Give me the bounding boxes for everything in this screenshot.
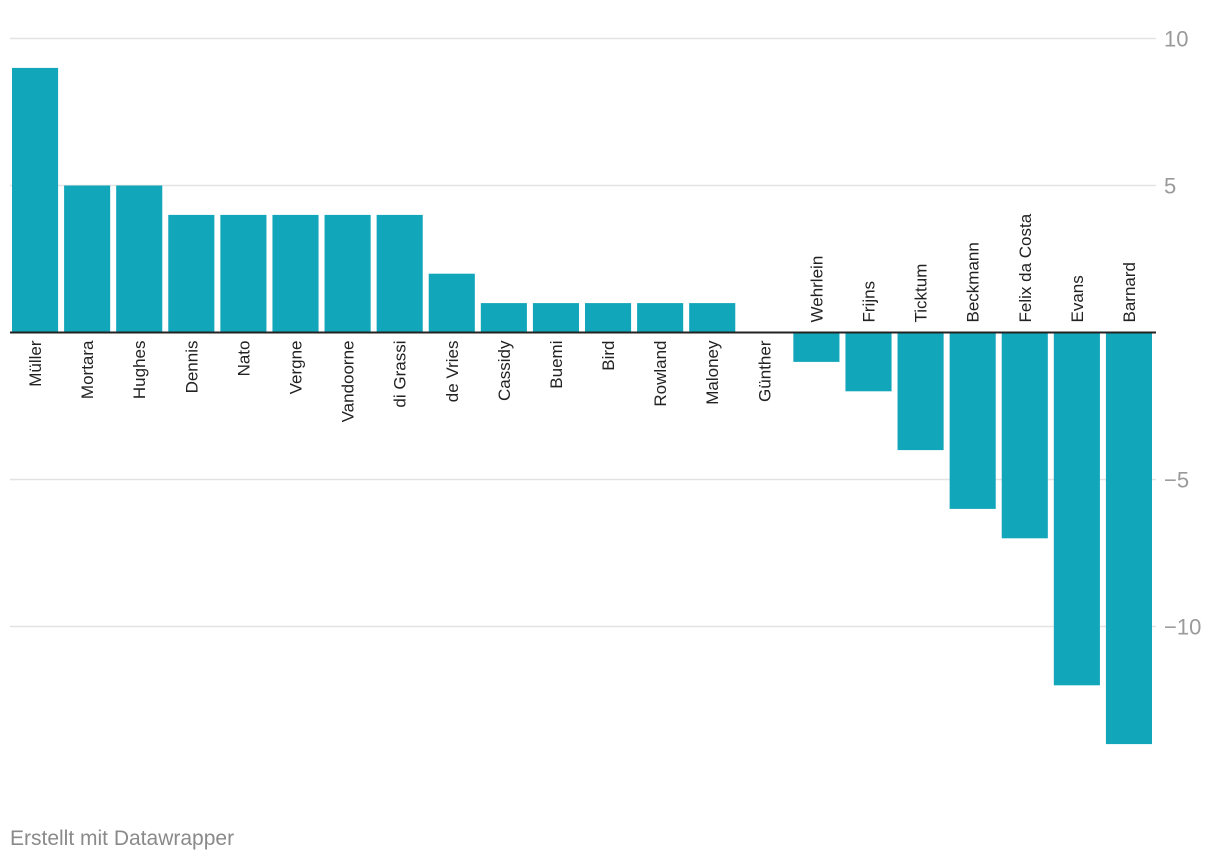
- bar: [845, 332, 892, 392]
- category-label: Dennis: [182, 341, 201, 394]
- bar: [12, 67, 59, 333]
- y-axis-ticks: 10 5 −5 −10: [1164, 27, 1201, 640]
- bars: [12, 67, 1152, 745]
- bar: [1001, 332, 1048, 539]
- category-label: de Vries: [443, 341, 462, 403]
- bar: [949, 332, 996, 509]
- bar: [168, 214, 215, 333]
- category-label: Felix da Costa: [1016, 213, 1035, 322]
- bar: [585, 303, 632, 333]
- bar: [428, 273, 475, 333]
- category-label: Beckmann: [964, 242, 983, 322]
- category-label: Barnard: [1120, 262, 1139, 322]
- y-tick-label: 10: [1164, 27, 1188, 52]
- category-label: Mortara: [78, 340, 97, 399]
- category-label: di Grassi: [391, 341, 410, 408]
- bar: [376, 214, 423, 333]
- category-label: Buemi: [547, 341, 566, 389]
- y-tick-label: 5: [1164, 174, 1176, 199]
- category-label: Ticktum: [912, 264, 931, 323]
- category-label: Vergne: [287, 341, 306, 395]
- category-label: Vandoorne: [339, 341, 358, 423]
- bar: [116, 185, 163, 333]
- category-label: Hughes: [130, 341, 149, 400]
- bar-chart: 10 5 −5 −10 Müller Mortara Hughes Dennis Nato Ve…: [10, 27, 1201, 745]
- category-label: Maloney: [703, 340, 722, 405]
- category-label: Bird: [599, 341, 618, 371]
- category-label: Frijns: [860, 281, 879, 323]
- bar: [1053, 332, 1100, 686]
- category-labels: Müller Mortara Hughes Dennis Nato Vergne Vando…: [26, 213, 1139, 422]
- bar: [272, 214, 319, 333]
- category-label: Cassidy: [495, 340, 514, 401]
- category-label: Nato: [234, 341, 253, 377]
- category-label: Wehrlein: [807, 256, 826, 323]
- bar: [637, 303, 684, 333]
- bar: [897, 332, 944, 451]
- bar: [689, 303, 736, 333]
- bar: [793, 332, 840, 362]
- category-label: Müller: [26, 340, 45, 387]
- bar: [324, 214, 371, 333]
- category-label: Evans: [1068, 275, 1087, 322]
- gridlines: [10, 37, 1156, 628]
- footer-credit: Erstellt mit Datawrapper: [10, 827, 235, 850]
- y-tick-label: −10: [1164, 615, 1201, 640]
- category-label: Rowland: [651, 341, 670, 407]
- bar: [532, 303, 579, 333]
- category-label: Günther: [755, 340, 774, 402]
- y-tick-label: −5: [1164, 468, 1189, 493]
- bar: [1105, 332, 1152, 745]
- bar: [480, 303, 527, 333]
- bar: [64, 185, 111, 333]
- bar: [220, 214, 267, 333]
